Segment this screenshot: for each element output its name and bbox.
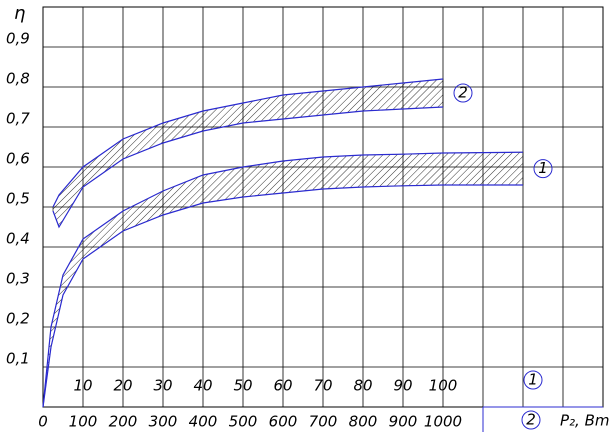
x2-tick-label: 300 <box>149 413 178 431</box>
y-tick-label: 0,3 <box>6 270 30 288</box>
x2-tick-label: 600 <box>269 413 298 431</box>
y-tick-label: 0,5 <box>6 190 30 208</box>
curve-label-circle <box>533 159 553 179</box>
curve-label-circle <box>453 83 473 103</box>
x2-tick-label: 400 <box>189 413 218 431</box>
band-lower <box>52 106 444 229</box>
scale-marker-circle <box>521 410 541 430</box>
x2-tick-label: 500 <box>229 413 258 431</box>
x2-tick-label: 800 <box>349 413 378 431</box>
x2-tick-label: 100 <box>69 413 98 431</box>
y-tick-label: 0,6 <box>6 150 30 168</box>
scale-marker: 1 <box>528 371 538 389</box>
y-tick-label: 0,7 <box>6 110 30 128</box>
x2-tick-label: 700 <box>309 413 338 431</box>
y-axis-label: η <box>14 3 25 24</box>
y-tick-label: 0,2 <box>6 310 30 328</box>
x2-tick-label: 900 <box>389 413 418 431</box>
curve-label: 2 <box>458 84 468 102</box>
band-lower <box>42 184 523 408</box>
scale-marker: 2 <box>526 411 536 429</box>
x2-tick-label: 1000 <box>424 413 462 431</box>
y-tick-label: 0,1 <box>6 350 30 368</box>
scale-marker-circle <box>523 370 543 390</box>
y-tick-label: 0,4 <box>6 230 30 248</box>
y-tick-label: 0,8 <box>6 70 30 88</box>
y-tick-label: 0,9 <box>6 30 30 48</box>
x2-tick-label: 200 <box>109 413 138 431</box>
band-upper <box>42 151 524 408</box>
band-upper <box>52 78 444 208</box>
band-hatch <box>52 78 444 228</box>
x-axis-label: P₂, Bm <box>560 412 610 430</box>
curve-label: 1 <box>538 159 548 177</box>
x2-tick-label: 0 <box>38 413 48 431</box>
